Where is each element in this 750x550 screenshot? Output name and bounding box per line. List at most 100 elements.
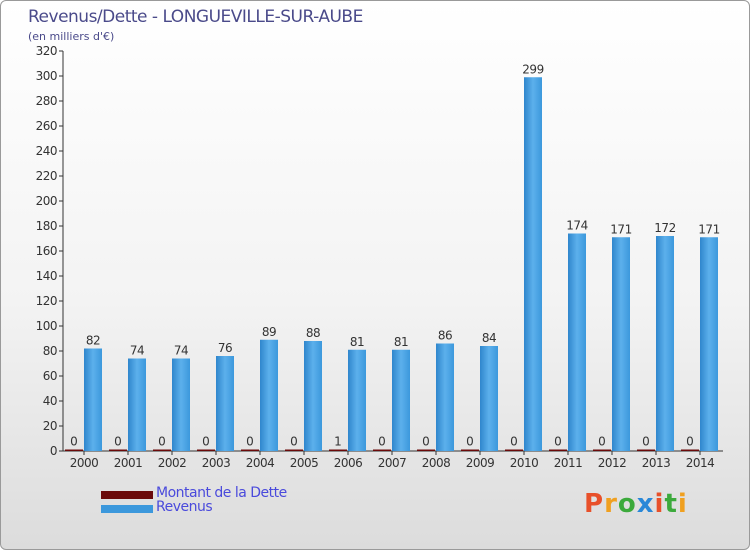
data-label-revenus: 172	[654, 221, 675, 235]
bar-revenus	[84, 348, 102, 451]
data-label-revenus: 174	[566, 219, 587, 233]
bar-revenus	[436, 343, 454, 451]
y-tick-label: 0	[50, 444, 57, 458]
data-label-dette: 0	[70, 435, 78, 449]
y-tick-label: 240	[36, 144, 57, 158]
x-tick-label: 2005	[290, 456, 319, 470]
y-tick-label: 300	[36, 69, 57, 83]
data-label-dette: 0	[554, 435, 562, 449]
x-tick-label: 2004	[246, 456, 275, 470]
legend-swatch-revenus	[101, 505, 153, 513]
y-tick-label: 40	[43, 394, 57, 408]
bar-dette	[197, 449, 215, 451]
data-label-revenus: 171	[610, 222, 631, 236]
x-tick-label: 2010	[510, 456, 539, 470]
data-label-dette: 0	[202, 435, 210, 449]
bar-dette	[637, 449, 655, 451]
data-label-dette: 0	[158, 435, 166, 449]
chart-title: Revenus/Dette - LONGUEVILLE-SUR-AUBE	[28, 7, 363, 27]
bar-revenus	[700, 237, 718, 451]
data-label-revenus: 88	[306, 326, 320, 340]
logo-letter: o	[617, 489, 637, 519]
data-label-revenus: 81	[350, 335, 364, 349]
data-label-dette: 0	[422, 435, 430, 449]
logo-letter: i	[677, 489, 688, 519]
bar-revenus	[216, 356, 234, 451]
y-tick-label: 100	[36, 319, 57, 333]
x-tick-label: 2008	[422, 456, 451, 470]
bar-dette	[461, 449, 479, 451]
y-tick-label: 160	[36, 244, 57, 258]
bar-dette	[285, 449, 303, 451]
y-tick-label: 260	[36, 119, 57, 133]
data-label-dette: 0	[114, 435, 122, 449]
x-tick-label: 2002	[158, 456, 187, 470]
logo-letter: P	[584, 489, 605, 519]
bar-dette	[417, 449, 435, 451]
x-tick-label: 2013	[642, 456, 671, 470]
x-tick-label: 2014	[686, 456, 715, 470]
data-label-dette: 0	[510, 435, 518, 449]
bar-dette	[153, 449, 171, 451]
bar-dette	[593, 449, 611, 451]
bar-revenus	[172, 358, 190, 451]
x-tick-label: 2012	[598, 456, 627, 470]
bar-dette	[681, 449, 699, 451]
y-tick-label: 20	[43, 419, 57, 433]
y-tick-label: 220	[36, 169, 57, 183]
bar-dette	[373, 449, 391, 451]
y-tick-label: 120	[36, 294, 57, 308]
data-label-revenus: 74	[174, 344, 188, 358]
bar-revenus	[348, 349, 366, 451]
x-tick-label: 2009	[466, 456, 495, 470]
y-tick-label: 200	[36, 194, 57, 208]
y-tick-label: 80	[43, 344, 57, 358]
data-label-revenus: 76	[218, 341, 232, 355]
x-tick-label: 2001	[114, 456, 143, 470]
data-label-revenus: 81	[394, 335, 408, 349]
logo-letter: r	[604, 489, 618, 519]
bar-revenus	[260, 339, 278, 451]
data-label-dette: 0	[686, 435, 694, 449]
chart-subtitle: (en milliers d'€)	[28, 30, 115, 43]
data-label-revenus: 82	[86, 334, 100, 348]
data-label-revenus: 84	[482, 331, 496, 345]
legend-label-revenus: Revenus	[156, 499, 213, 515]
data-label-revenus: 89	[262, 325, 276, 339]
bar-dette	[329, 449, 347, 451]
bar-dette	[65, 449, 83, 451]
bar-revenus	[656, 236, 674, 451]
bar-dette	[109, 449, 127, 451]
data-label-dette: 1	[334, 435, 342, 449]
data-label-revenus: 171	[698, 222, 719, 236]
bar-revenus	[480, 346, 498, 451]
y-tick-label: 180	[36, 219, 57, 233]
x-tick-label: 2011	[554, 456, 583, 470]
bar-revenus	[392, 349, 410, 451]
logo-letter: x	[636, 489, 655, 519]
x-tick-label: 2006	[334, 456, 363, 470]
bar-revenus	[128, 358, 146, 451]
data-label-dette: 0	[598, 435, 606, 449]
data-label-revenus: 86	[438, 329, 452, 343]
data-label-dette: 0	[466, 435, 474, 449]
x-tick-label: 2003	[202, 456, 231, 470]
x-tick-label: 2007	[378, 456, 407, 470]
x-tick-label: 2000	[70, 456, 99, 470]
bar-dette	[505, 449, 523, 451]
bar-dette	[549, 449, 567, 451]
bar-revenus	[612, 237, 630, 451]
y-tick-label: 60	[43, 369, 57, 383]
data-label-dette: 0	[290, 435, 298, 449]
data-label-dette: 0	[246, 435, 254, 449]
legend-swatch-dette	[101, 491, 153, 499]
bar-revenus	[568, 233, 586, 451]
data-label-revenus: 299	[522, 62, 543, 76]
data-label-dette: 0	[378, 435, 386, 449]
y-tick-label: 320	[36, 44, 57, 58]
data-label-revenus: 74	[130, 344, 144, 358]
data-label-dette: 0	[642, 435, 650, 449]
y-tick-label: 280	[36, 94, 57, 108]
